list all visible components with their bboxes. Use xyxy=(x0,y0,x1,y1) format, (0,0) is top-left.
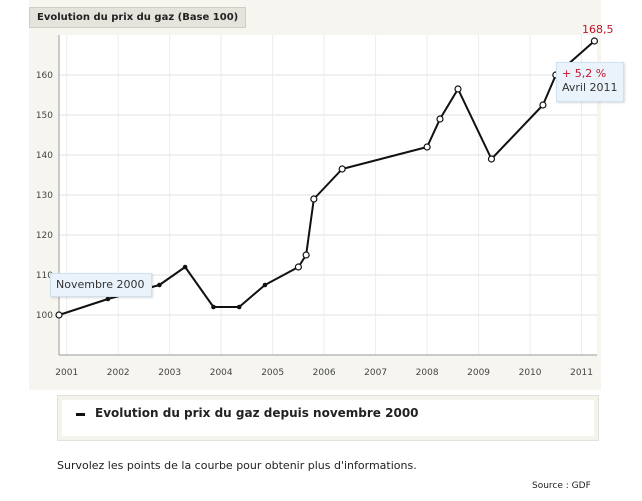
x-tick-label: 2011 xyxy=(570,368,593,378)
x-tick-labels: 2001 2002 2003 2004 2005 2006 2007 2008 2009 2010… xyxy=(55,368,593,378)
legend-label: Evolution du prix du gaz depuis novembre… xyxy=(95,406,419,420)
data-point[interactable] xyxy=(182,264,188,270)
legend-swatch xyxy=(76,413,85,416)
data-point[interactable] xyxy=(211,304,216,310)
y-tick-label: 160 xyxy=(36,71,53,81)
x-tick-label: 2003 xyxy=(158,368,181,378)
axes xyxy=(58,35,597,356)
data-point[interactable] xyxy=(55,311,63,319)
y-tick-label: 150 xyxy=(36,111,53,121)
y-tick-label: 140 xyxy=(36,151,53,161)
data-point[interactable] xyxy=(262,282,268,288)
y-tick-label: 110 xyxy=(36,271,53,281)
data-point[interactable] xyxy=(236,304,242,310)
x-tick-label: 2005 xyxy=(261,368,284,378)
end-date-label: Avril 2011 xyxy=(562,81,618,94)
data-point[interactable] xyxy=(310,195,318,203)
x-tick-label: 2006 xyxy=(313,368,336,378)
data-point[interactable] xyxy=(423,143,431,151)
data-point[interactable] xyxy=(590,37,599,45)
data-point[interactable] xyxy=(157,282,162,288)
x-tick-label: 2002 xyxy=(107,368,130,378)
legend: Evolution du prix du gaz depuis novembre… xyxy=(57,395,599,441)
data-point[interactable] xyxy=(338,165,346,173)
y-tick-labels: 100 110 120 130 140 150 160 xyxy=(36,71,53,321)
x-tick-label: 2010 xyxy=(519,368,542,378)
series-line xyxy=(58,40,596,316)
end-tooltip: + 5,2 % Avril 2011 xyxy=(556,62,624,102)
data-point[interactable] xyxy=(487,155,496,163)
data-point[interactable] xyxy=(454,85,462,93)
hint-text: Survolez les points de la courbe pour ob… xyxy=(57,459,417,472)
x-tick-label: 2009 xyxy=(467,368,490,378)
chart-title: Evolution du prix du gaz (Base 100) xyxy=(29,7,247,28)
x-tick-label: 2004 xyxy=(210,368,233,378)
grid-lines xyxy=(59,35,597,355)
start-tooltip: Novembre 2000 xyxy=(50,273,152,297)
end-value-label: 168,5 xyxy=(582,23,614,36)
data-point[interactable] xyxy=(436,115,444,123)
data-point[interactable] xyxy=(105,296,111,302)
source-text: Source : GDF xyxy=(532,481,591,491)
y-tick-label: 130 xyxy=(36,191,53,201)
data-point[interactable] xyxy=(539,101,547,109)
data-point[interactable] xyxy=(302,251,310,259)
x-tick-label: 2001 xyxy=(55,368,78,378)
x-tick-label: 2007 xyxy=(364,368,387,378)
x-tick-label: 2008 xyxy=(416,368,439,378)
data-point[interactable] xyxy=(294,263,302,271)
legend-inner: Evolution du prix du gaz depuis novembre… xyxy=(62,400,594,436)
data-points xyxy=(55,37,599,319)
y-tick-label: 120 xyxy=(36,231,53,241)
y-tick-label: 100 xyxy=(36,311,53,321)
end-change-label: + 5,2 % xyxy=(562,67,607,80)
chart-area: 100 110 120 130 140 150 160 2001 2002 2003 2004 20… xyxy=(29,0,601,390)
